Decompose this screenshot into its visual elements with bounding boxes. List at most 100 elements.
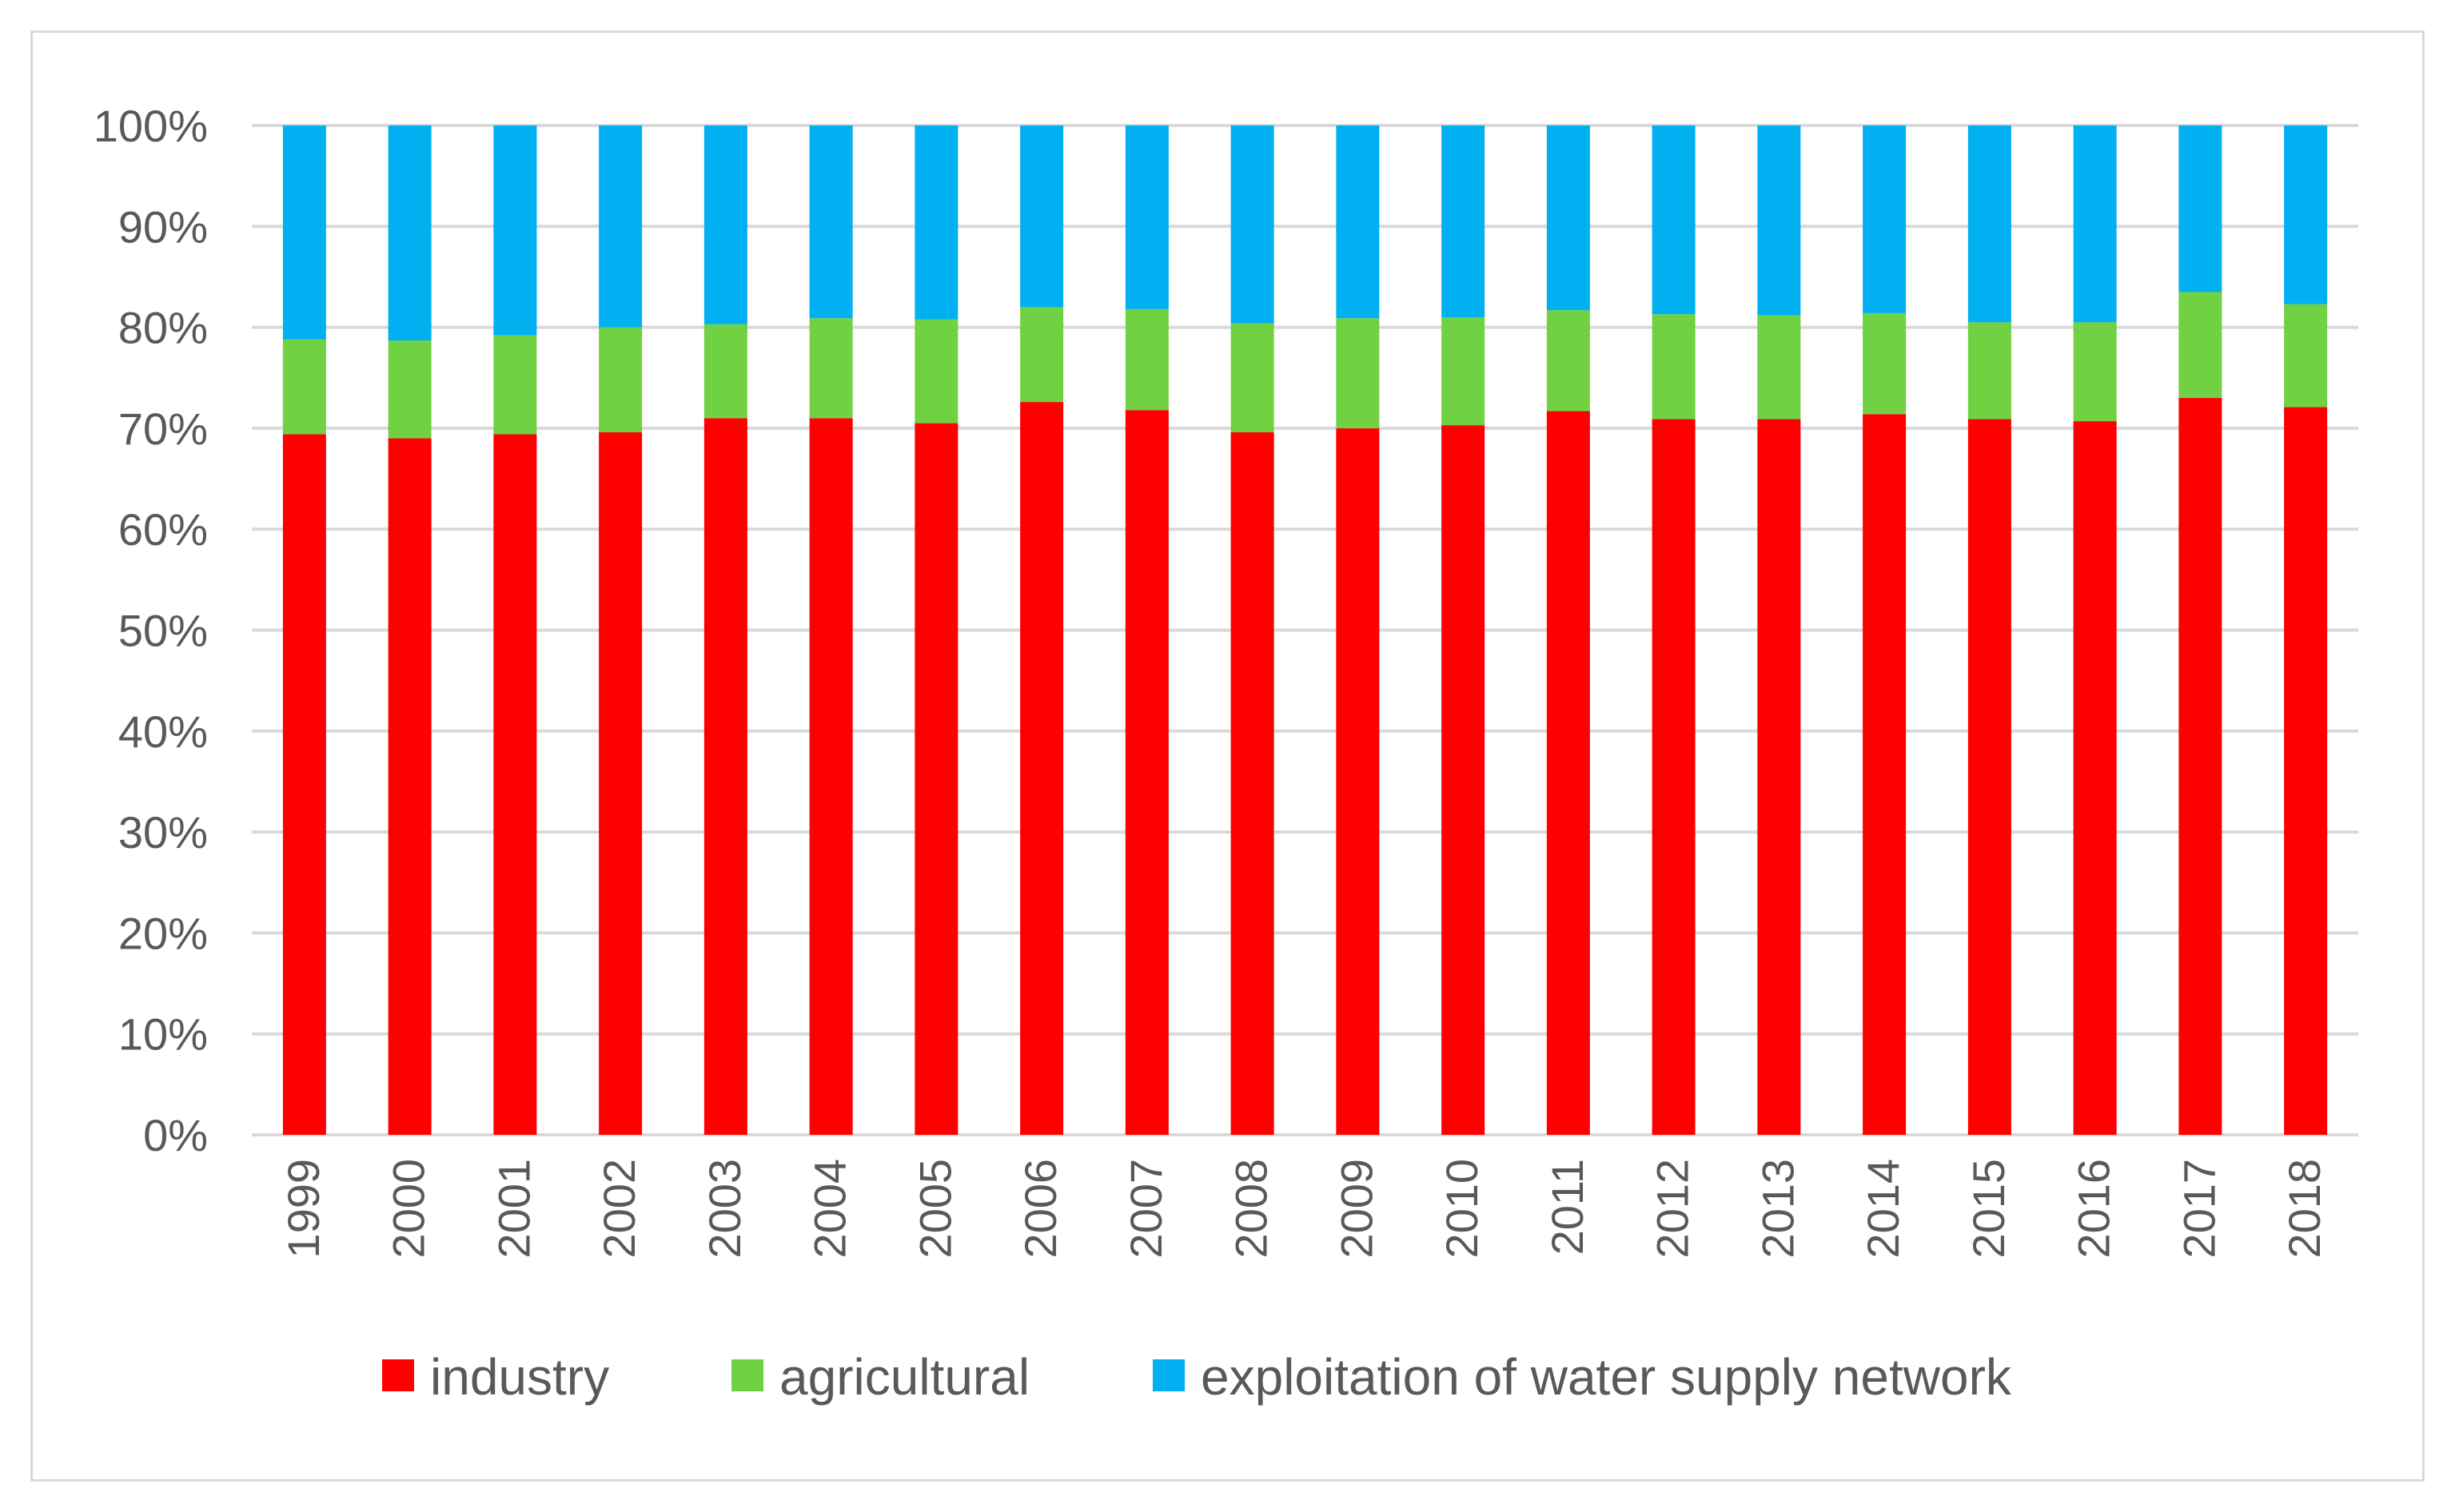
bar-industry-2001 (493, 434, 537, 1135)
bars (282, 125, 2328, 1135)
bar-agricultural-2009 (1336, 318, 1380, 428)
bar-industry-2017 (2178, 398, 2222, 1135)
x-tick-label: 2016 (2069, 1159, 2119, 1259)
x-tick-label: 2001 (488, 1159, 539, 1259)
bar-stack-2009 (1336, 125, 1380, 1135)
x-tick-label: 2008 (1226, 1159, 1277, 1259)
y-tick-label: 0% (143, 1110, 208, 1160)
bar-exploitation-of-water-supply-network-2010 (1441, 125, 1485, 317)
y-tick-label: 30% (118, 807, 208, 857)
bar-agricultural-2011 (1546, 310, 1590, 412)
bar-industry-2002 (599, 432, 643, 1135)
x-tick-label: 2013 (1752, 1159, 1803, 1259)
y-tick-label: 40% (118, 706, 208, 757)
bar-agricultural-2015 (1967, 322, 2011, 420)
bar-industry-1999 (282, 434, 326, 1135)
bar-industry-2011 (1546, 411, 1590, 1135)
bar-agricultural-2018 (2284, 304, 2328, 408)
x-tick-label: 2012 (1648, 1159, 1698, 1259)
bar-industry-2018 (2284, 407, 2328, 1135)
bar-agricultural-2013 (1757, 315, 1801, 420)
legend-swatch (1153, 1359, 1185, 1391)
bar-exploitation-of-water-supply-network-1999 (282, 125, 326, 340)
bar-agricultural-2014 (1863, 312, 1907, 415)
x-tick-label: 2017 (2174, 1159, 2224, 1259)
x-tick-label: 2006 (1015, 1159, 1066, 1259)
legend-swatch (731, 1359, 763, 1391)
x-tick-label: 2009 (1331, 1159, 1381, 1259)
x-tick-label: 1999 (278, 1159, 329, 1259)
bar-stack-2014 (1863, 125, 1907, 1135)
bar-stack-2011 (1546, 125, 1590, 1135)
bar-stack-2017 (2178, 125, 2222, 1135)
bar-exploitation-of-water-supply-network-2006 (1020, 125, 1064, 308)
bar-stack-2002 (599, 125, 643, 1135)
bar-agricultural-2016 (2073, 322, 2117, 422)
bar-stack-2001 (493, 125, 537, 1135)
bar-stack-2012 (1652, 125, 1696, 1135)
x-tick-label: 2004 (805, 1159, 855, 1259)
bar-stack-2000 (388, 125, 432, 1135)
bar-industry-2006 (1020, 402, 1064, 1135)
bar-stack-2018 (2284, 125, 2328, 1135)
y-tick-label: 100% (94, 101, 208, 151)
bar-industry-2014 (1863, 414, 1907, 1135)
bar-industry-2015 (1967, 419, 2011, 1135)
bar-exploitation-of-water-supply-network-2009 (1336, 125, 1380, 319)
x-axis-ticks: 1999 2000 2001 2002 2003 2004 2005 2006 2007 2008… (278, 1159, 2329, 1259)
y-tick-label: 20% (118, 908, 208, 958)
legend-label: exploitation of water supply network (1201, 1348, 2012, 1406)
x-tick-label: 2002 (594, 1159, 644, 1259)
bar-industry-2009 (1336, 428, 1380, 1135)
x-tick-label: 2015 (1963, 1159, 2014, 1259)
bar-exploitation-of-water-supply-network-2002 (599, 125, 643, 328)
y-axis-ticks: 0% 10% 20% 30% 40% 50% 60% 70% 80% 90% 100% (94, 101, 208, 1160)
bar-exploitation-of-water-supply-network-2018 (2284, 125, 2328, 304)
bar-industry-2016 (2073, 421, 2117, 1135)
x-tick-label: 2011 (1542, 1159, 1592, 1255)
x-tick-label: 2010 (1437, 1159, 1487, 1259)
bar-agricultural-2002 (599, 327, 643, 432)
legend: industry agricultural exploitation of wate… (382, 1348, 2012, 1406)
bar-stack-2007 (1125, 125, 1169, 1135)
bar-exploitation-of-water-supply-network-2000 (388, 125, 432, 341)
bar-agricultural-2008 (1230, 323, 1274, 432)
bar-agricultural-2007 (1125, 308, 1169, 411)
gridlines (252, 124, 2358, 1136)
bar-industry-2003 (703, 418, 747, 1135)
bar-agricultural-2012 (1652, 314, 1696, 420)
bar-exploitation-of-water-supply-network-2007 (1125, 125, 1169, 309)
bar-industry-2007 (1125, 410, 1169, 1135)
bar-exploitation-of-water-supply-network-2016 (2073, 125, 2117, 323)
bar-stack-2010 (1441, 125, 1485, 1135)
bar-stack-1999 (282, 125, 326, 1135)
bar-exploitation-of-water-supply-network-2017 (2178, 125, 2222, 292)
bar-agricultural-2000 (388, 340, 432, 439)
bar-agricultural-2003 (703, 324, 747, 419)
bar-agricultural-2006 (1020, 307, 1064, 403)
bar-agricultural-2001 (493, 335, 537, 435)
bar-stack-2015 (1967, 125, 2011, 1135)
bar-stack-2008 (1230, 125, 1274, 1135)
x-tick-label: 2003 (699, 1159, 750, 1259)
x-tick-label: 2014 (1858, 1159, 1908, 1259)
x-tick-label: 2005 (910, 1159, 960, 1259)
bar-stack-2016 (2073, 125, 2117, 1135)
bar-stack-2005 (915, 125, 958, 1135)
bar-exploitation-of-water-supply-network-2013 (1757, 125, 1801, 316)
x-tick-label: 2018 (2279, 1159, 2329, 1259)
bar-industry-2000 (388, 438, 432, 1135)
bar-exploitation-of-water-supply-network-2014 (1863, 125, 1907, 313)
bar-industry-2004 (809, 418, 853, 1135)
x-tick-label: 2000 (384, 1159, 434, 1259)
bar-stack-2003 (703, 125, 747, 1135)
legend-swatch (382, 1359, 414, 1391)
bar-agricultural-2017 (2178, 292, 2222, 399)
bar-industry-2008 (1230, 432, 1274, 1135)
bar-exploitation-of-water-supply-network-2012 (1652, 125, 1696, 315)
y-tick-label: 90% (118, 201, 208, 252)
bar-exploitation-of-water-supply-network-2003 (703, 125, 747, 324)
bar-stack-2006 (1020, 125, 1064, 1135)
bar-exploitation-of-water-supply-network-2004 (809, 125, 853, 319)
bar-industry-2012 (1652, 419, 1696, 1135)
